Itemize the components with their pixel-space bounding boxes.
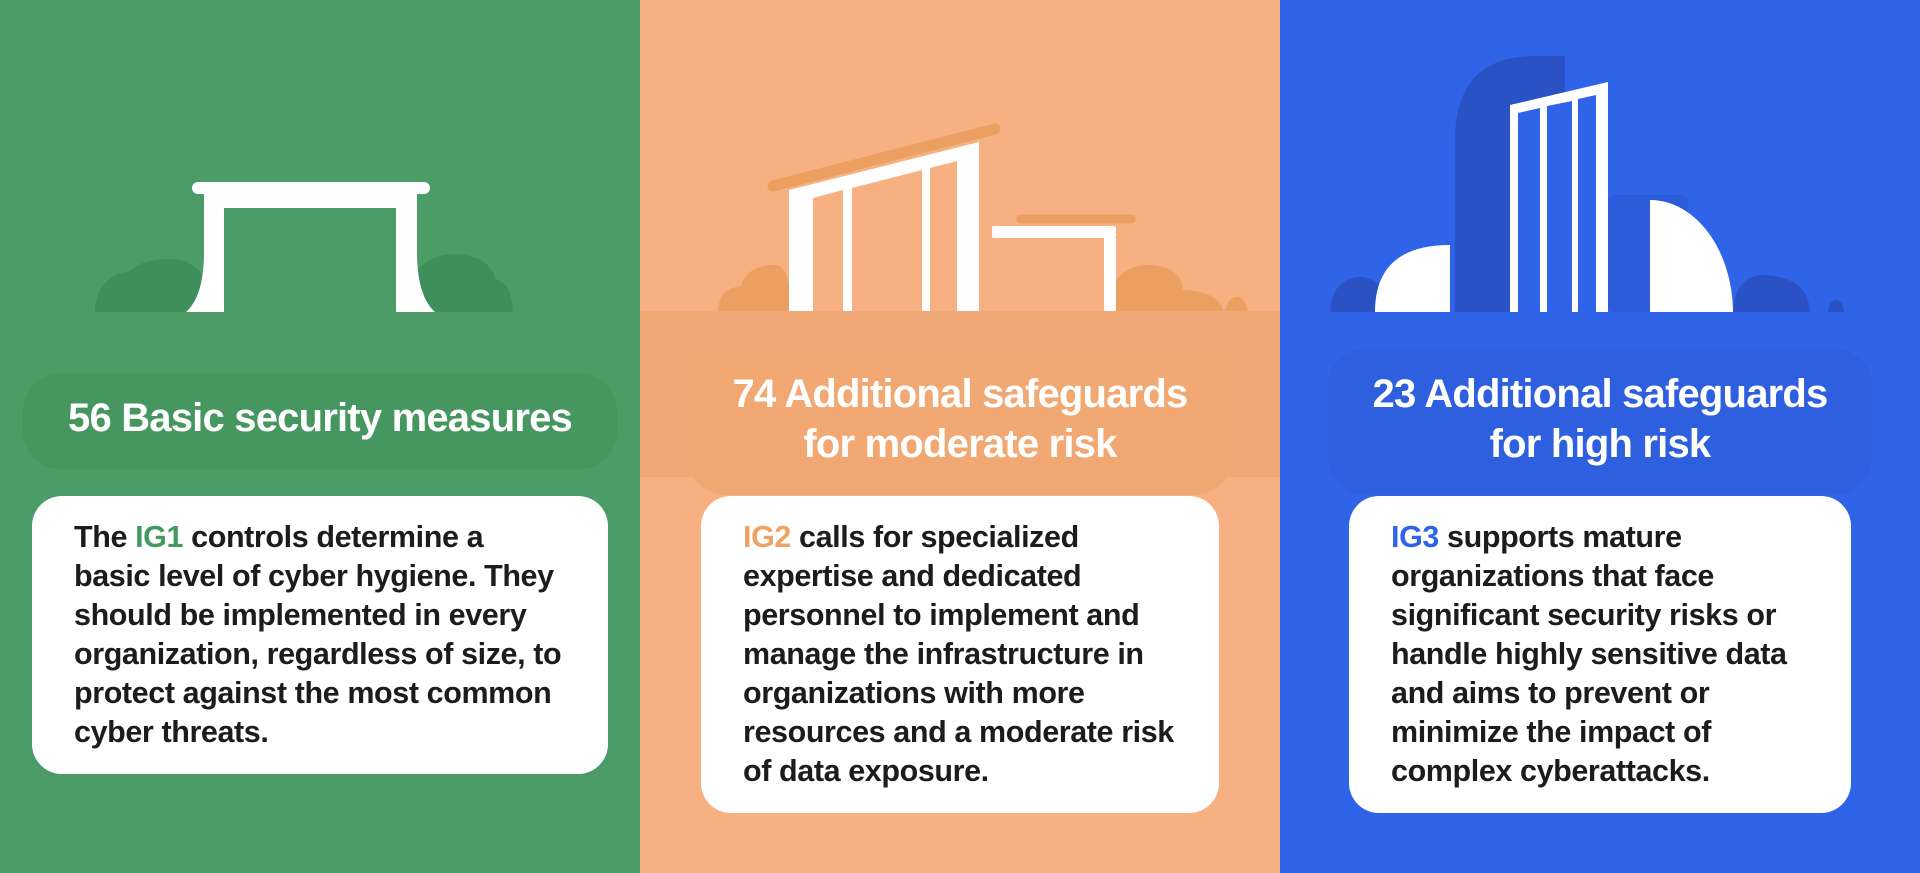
panel-ig2: 74 Additional safeguards for moderate ri… [640,0,1280,873]
panel-ig1: 56 Basic security measures The IG1 contr… [0,0,640,873]
house-icon [95,182,513,312]
office-building-icon [718,123,1247,312]
ig3-keyword: IG3 [1391,520,1439,554]
badge-text: 23 Additional safeguards [1372,372,1829,416]
badge-text-line2: for moderate risk [803,422,1117,466]
ig2-keyword: IG2 [743,520,791,554]
ig3-count-badge: 23 Additional safeguards for high risk [1327,349,1873,495]
ig2-description-card: IG2 calls for specialized expertise and … [701,496,1219,813]
ig1-count-badge: 56 Basic security measures [23,373,617,469]
badge-text: 74 Additional safeguards [732,372,1189,416]
ig3-description-card: IG3 supports mature organizations that f… [1349,496,1851,813]
badge-text: 56 Basic security measures [68,396,573,440]
ig3-description: IG3 supports mature organizations that f… [1391,520,1787,788]
ig2-count-badge: 74 Additional safeguards for moderate ri… [687,349,1233,495]
ig1-keyword: IG1 [135,520,184,554]
ig1-description-card: The IG1 controls determine a basic level… [32,496,608,774]
ig2-description: IG2 calls for specialized expertise and … [743,520,1174,788]
ig1-description: The IG1 controls determine a basic level… [74,520,562,749]
panel-ig3: 23 Additional safeguards for high risk I… [1280,0,1920,873]
skyscraper-icon [1330,56,1844,312]
badge-text-line2: for high risk [1489,422,1712,466]
